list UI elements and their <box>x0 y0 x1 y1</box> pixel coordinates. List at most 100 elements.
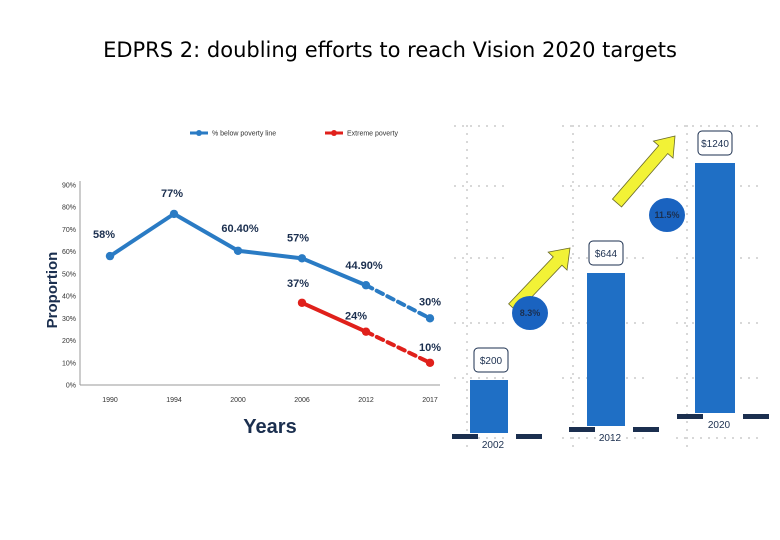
grid-dot <box>486 377 488 379</box>
grid-dot <box>572 173 574 175</box>
grid-dot <box>686 317 688 319</box>
grid-dot <box>466 261 468 263</box>
grid-dot <box>466 293 468 295</box>
grid-dot <box>740 125 742 127</box>
grid-dot <box>686 381 688 383</box>
growth-arrow <box>508 247 571 313</box>
grid-dot <box>626 322 628 324</box>
baseline-marker-left <box>452 434 478 439</box>
grid-dot <box>572 269 574 271</box>
grid-dot <box>686 333 688 335</box>
grid-dot <box>610 437 612 439</box>
grid-dot <box>686 309 688 311</box>
grid-dot <box>572 309 574 311</box>
grid-dot <box>486 437 488 439</box>
grid-dot <box>466 405 468 407</box>
grid-dot <box>572 213 574 215</box>
grid-dot <box>466 301 468 303</box>
grid-dot <box>502 257 504 259</box>
grid-dot <box>748 437 750 439</box>
y-tick-label: 70% <box>62 227 76 234</box>
grid-dot <box>708 125 710 127</box>
grid-dot <box>642 257 644 259</box>
grid-dot <box>634 377 636 379</box>
grid-dot <box>708 437 710 439</box>
grid-dot <box>686 325 688 327</box>
grid-dot <box>570 257 572 259</box>
grid-dot <box>686 189 688 191</box>
grid-dot <box>676 437 678 439</box>
grid-dot <box>486 125 488 127</box>
data-label: 58% <box>93 229 115 241</box>
legend-entry: Extreme poverty <box>347 131 398 138</box>
data-label: 77% <box>161 188 183 200</box>
grid-dot <box>572 149 574 151</box>
grid-dot <box>686 349 688 351</box>
grid-dot <box>466 133 468 135</box>
grid-dot <box>686 269 688 271</box>
grid-dot <box>686 253 688 255</box>
grid-dot <box>572 317 574 319</box>
grid-dot <box>634 437 636 439</box>
grid-dot <box>686 357 688 359</box>
grid-dot <box>684 185 686 187</box>
grid-dot <box>470 185 472 187</box>
grid-dot <box>572 157 574 159</box>
grid-dot <box>572 437 574 439</box>
grid-dot <box>466 165 468 167</box>
background-dot-grid <box>454 125 758 447</box>
grid-dot <box>748 257 750 259</box>
y-tick-label: 20% <box>62 338 76 345</box>
grid-dot <box>466 309 468 311</box>
grid-dot <box>466 173 468 175</box>
grid-dot <box>686 229 688 231</box>
grid-dot <box>602 437 604 439</box>
grid-dot <box>676 322 678 324</box>
grid-dot <box>494 257 496 259</box>
grid-dot <box>466 141 468 143</box>
grid-dot <box>684 125 686 127</box>
year-label: 2012 <box>599 433 622 444</box>
grid-dot <box>586 437 588 439</box>
grid-dot <box>686 173 688 175</box>
grid-dot <box>494 185 496 187</box>
legend-entry: % below poverty line <box>212 131 276 138</box>
grid-dot <box>466 373 468 375</box>
grid-dot <box>572 261 574 263</box>
grid-dot <box>454 185 456 187</box>
value-label: $1240 <box>701 139 729 150</box>
growth-rate-label: 8.3% <box>520 308 541 318</box>
grid-dot <box>486 257 488 259</box>
grid-dot <box>466 205 468 207</box>
grid-dot <box>732 125 734 127</box>
grid-dot <box>454 125 456 127</box>
grid-dot <box>478 377 480 379</box>
grid-dot <box>462 125 464 127</box>
grid-dot <box>572 373 574 375</box>
grid-dot <box>756 125 758 127</box>
y-tick-label: 90% <box>62 183 76 190</box>
grid-dot <box>572 325 574 327</box>
grid-dot <box>586 125 588 127</box>
grid-dot <box>686 429 688 431</box>
value-label-box <box>473 347 509 373</box>
grid-dot <box>626 437 628 439</box>
poverty-line-chart: 0% 10% 20% 30% 40% 50% 60% 70% 80% 90% 1990 1994 200… <box>44 130 441 438</box>
grid-dot <box>756 322 758 324</box>
grid-dot <box>466 221 468 223</box>
grid-dot <box>466 413 468 415</box>
grid-dot <box>572 405 574 407</box>
data-point-marker <box>169 209 179 219</box>
grid-dot <box>692 185 694 187</box>
grid-dot <box>634 257 636 259</box>
grid-dot <box>572 397 574 399</box>
growth-rate-label: 11.5% <box>654 210 679 220</box>
grid-dot <box>686 197 688 199</box>
baseline-marker-left <box>569 427 595 432</box>
baseline-marker-right <box>516 434 542 439</box>
grid-dot <box>684 322 686 324</box>
grid-dot <box>676 125 678 127</box>
grid-dot <box>686 181 688 183</box>
grid-dot <box>572 301 574 303</box>
grid-dot <box>572 349 574 351</box>
